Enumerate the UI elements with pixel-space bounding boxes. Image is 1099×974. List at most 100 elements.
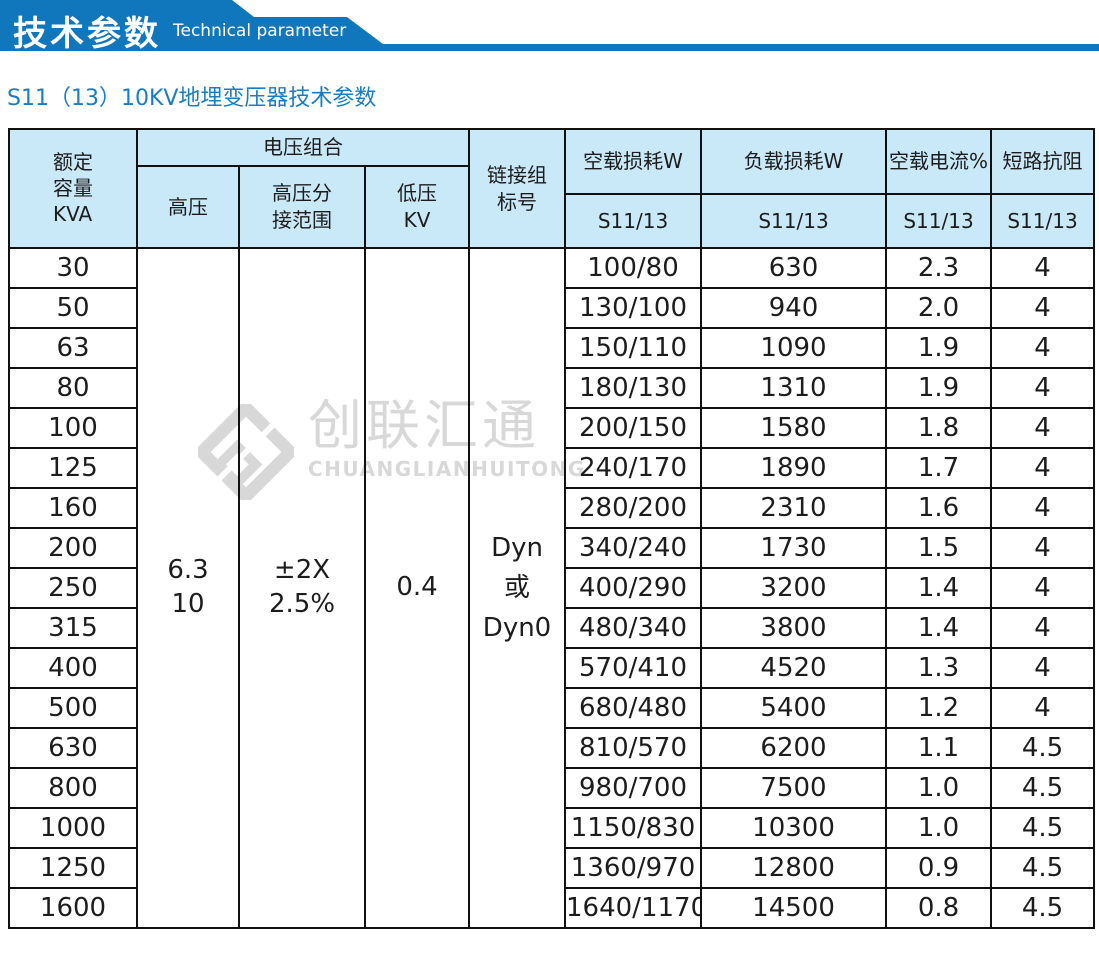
cell-capacity: 315: [8, 607, 138, 649]
cell-capacity: 50: [8, 287, 138, 329]
table-row: 125 240/170 1890 1.7 4: [8, 447, 1096, 489]
cell-impedance: 4: [990, 327, 1096, 369]
cell-impedance: 4: [990, 647, 1096, 689]
table-row: 1000 1150/830 10300 1.0 4.5: [8, 807, 1096, 849]
cell-load-loss: 14500: [700, 887, 888, 929]
cell-capacity: 160: [8, 487, 138, 529]
col-header-no-load-loss: 空载损耗W: [564, 128, 703, 195]
cell-load-loss: 1890: [700, 447, 888, 489]
cell-capacity: 630: [8, 727, 138, 769]
cell-lv-merged: 0.4: [363, 247, 471, 929]
banner: 技术参数 Technical parameter: [0, 0, 1099, 54]
cell-hv-tap-merged: ±2X 2.5%: [238, 247, 366, 929]
cell-no-load-current: 1.9: [885, 327, 993, 369]
cell-capacity: 1600: [8, 887, 138, 929]
cell-load-loss: 1730: [700, 527, 888, 569]
cell-load-loss: 1090: [700, 327, 888, 369]
cell-no-load-loss: 200/150: [564, 407, 703, 449]
cell-capacity: 400: [8, 647, 138, 689]
cell-load-loss: 1310: [700, 367, 888, 409]
cell-impedance: 4.5: [990, 847, 1096, 889]
cell-capacity: 500: [8, 687, 138, 729]
table-row: 250 400/290 3200 1.4 4: [8, 567, 1096, 609]
header-row-1: 额定 容量 KVA 电压组合 链接组 标号 空载损耗W 负载损耗W 空载电流% …: [8, 128, 1096, 249]
cell-no-load-loss: 680/480: [564, 687, 703, 729]
table-row: 80 180/130 1310 1.9 4: [8, 367, 1096, 409]
cell-no-load-loss: 240/170: [564, 447, 703, 489]
header-row-2: 高压 高压分 接范围 低压 KV: [9, 165, 1094, 249]
cell-no-load-loss: 810/570: [564, 727, 703, 769]
cell-no-load-current: 1.0: [885, 807, 993, 849]
cell-impedance: 4.5: [990, 767, 1096, 809]
cell-no-load-current: 1.2: [885, 687, 993, 729]
table-row: 100 200/150 1580 1.8 4: [8, 407, 1096, 449]
cell-load-loss: 1580: [700, 407, 888, 449]
cell-no-load-current: 1.0: [885, 767, 993, 809]
cell-load-loss: 5400: [700, 687, 888, 729]
cell-load-loss: 2310: [700, 487, 888, 529]
cell-no-load-current: 0.8: [885, 887, 993, 929]
header-row-3: S11/13 S11/13 S11/13 S11/13: [9, 193, 1096, 249]
cell-load-loss: 10300: [700, 807, 888, 849]
col-header-capacity-label: 额定 容量 KVA: [53, 150, 93, 226]
cell-no-load-loss: 1640/1170: [564, 887, 703, 929]
cell-load-loss: 630: [700, 247, 888, 289]
cell-no-load-current: 1.5: [885, 527, 993, 569]
table-row: 1250 1360/970 12800 0.9 4.5: [8, 847, 1096, 889]
cell-no-load-loss: 1360/970: [564, 847, 703, 889]
cell-load-loss: 940: [700, 287, 888, 329]
cell-no-load-loss: 570/410: [564, 647, 703, 689]
cell-load-loss: 3800: [700, 607, 888, 649]
cell-impedance: 4.5: [990, 807, 1096, 849]
cell-capacity: 250: [8, 567, 138, 609]
cell-load-loss: 6200: [700, 727, 888, 769]
cell-no-load-current: 1.6: [885, 487, 993, 529]
col-header-hv: 高压: [136, 165, 240, 249]
cell-impedance: 4: [990, 687, 1096, 729]
cell-capacity: 1250: [8, 847, 138, 889]
cell-no-load-loss: 480/340: [564, 607, 703, 649]
cell-no-load-loss: 980/700: [564, 767, 703, 809]
table-row: 630 810/570 6200 1.1 4.5: [8, 727, 1096, 769]
cell-capacity: 800: [8, 767, 138, 809]
cell-capacity: 100: [8, 407, 138, 449]
banner-ribbon-shape: [0, 0, 1099, 51]
col-header-no-load-current: 空载电流%: [885, 128, 993, 195]
cell-no-load-loss: 400/290: [564, 567, 703, 609]
banner-title: 技术参数: [13, 14, 161, 54]
table-row: 160 280/200 2310 1.6 4: [8, 487, 1096, 529]
cell-impedance: 4: [990, 287, 1096, 329]
cell-capacity: 80: [8, 367, 138, 409]
table-row: 50 130/100 940 2.0 4: [8, 287, 1096, 329]
subheader-model-no-load-loss: S11/13: [564, 193, 703, 249]
cell-impedance: 4.5: [990, 727, 1096, 769]
cell-impedance: 4: [990, 487, 1096, 529]
cell-impedance: 4.5: [990, 887, 1096, 929]
cell-hv-merged: 6.3 10: [136, 247, 240, 929]
cell-impedance: 4: [990, 447, 1096, 489]
col-header-vector-group: 链接组 标号: [468, 128, 567, 249]
cell-capacity: 63: [8, 327, 138, 369]
col-header-lv: 低压 KV: [363, 165, 471, 249]
table-row: 30 6.3 10 ±2X 2.5% 0.4 Dyn 或 Dyn0 100/80…: [8, 247, 1096, 929]
cell-no-load-current: 2.3: [885, 247, 993, 289]
subheader-model-no-load-current: S11/13: [885, 193, 993, 249]
col-header-voltage-group: 电压组合: [135, 128, 471, 167]
table-row: 200 340/240 1730 1.5 4: [8, 527, 1096, 569]
subheader-model-impedance: S11/13: [990, 193, 1096, 249]
cell-no-load-current: 1.4: [885, 567, 993, 609]
cell-no-load-loss: 180/130: [564, 367, 703, 409]
technical-parameters-table: 额定 容量 KVA 电压组合 链接组 标号 空载损耗W 负载损耗W 空载电流% …: [8, 128, 1096, 929]
cell-load-loss: 12800: [700, 847, 888, 889]
table-row: 400 570/410 4520 1.3 4: [8, 647, 1096, 689]
cell-impedance: 4: [990, 407, 1096, 449]
banner-subtitle: Technical parameter: [173, 21, 347, 41]
cell-no-load-current: 1.9: [885, 367, 993, 409]
cell-impedance: 4: [990, 367, 1096, 409]
cell-impedance: 4: [990, 567, 1096, 609]
table-row: 1600 1640/1170 14500 0.8 4.5: [8, 887, 1096, 929]
col-header-load-loss: 负载损耗W: [700, 128, 888, 195]
page-title: S11（13）10KV地埋变压器技术参数: [7, 86, 377, 111]
cell-impedance: 4: [990, 607, 1096, 649]
cell-capacity: 200: [8, 527, 138, 569]
